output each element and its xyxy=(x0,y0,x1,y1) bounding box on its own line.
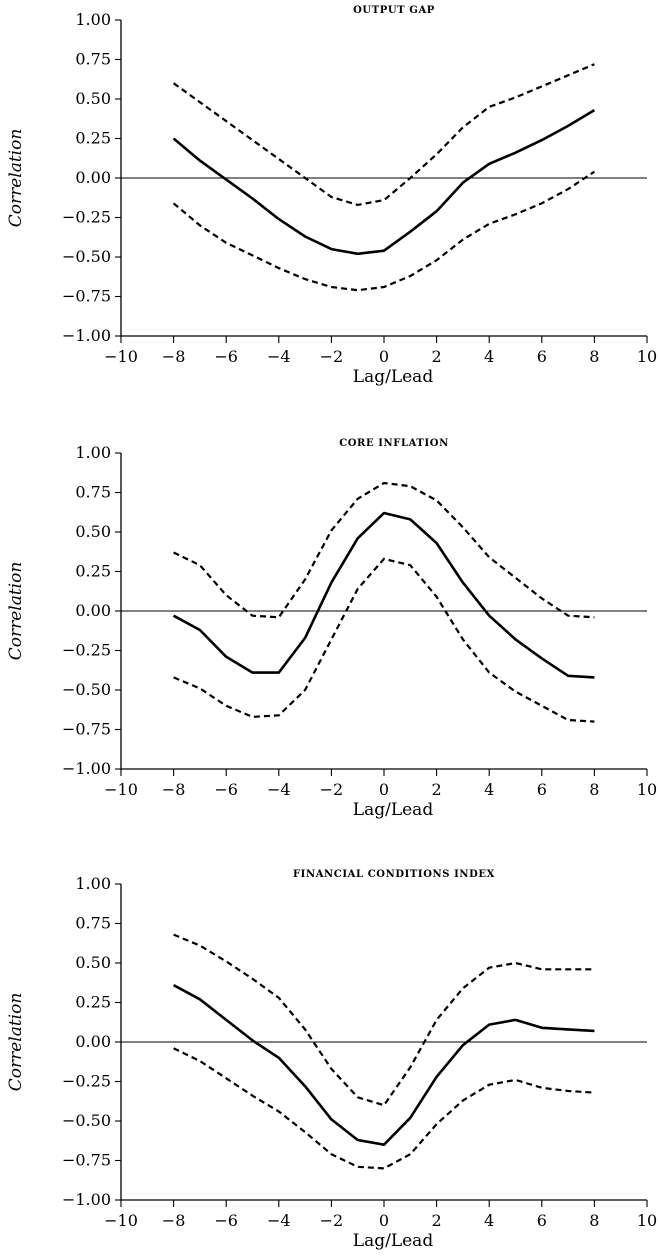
y-tick-label: −0.50 xyxy=(62,247,111,266)
x-axis-label: Lag/Lead xyxy=(353,367,434,387)
y-tick-label: −0.25 xyxy=(62,208,111,227)
y-tick-label: −0.25 xyxy=(62,641,111,660)
x-tick-label: −2 xyxy=(320,347,344,366)
x-tick-label: 6 xyxy=(537,780,547,799)
y-tick-label: 0.50 xyxy=(75,953,111,972)
y-tick-label: 0.50 xyxy=(75,89,111,108)
x-tick-label: −10 xyxy=(104,347,138,366)
chart-panel-1: OUTPUT GAP 1.00 0.75 0.50 0.25 0.00 −0.25 −0.50… xyxy=(6,5,657,387)
x-tick-label: 2 xyxy=(432,347,442,366)
chart-title: OUTPUT GAP xyxy=(353,5,435,16)
x-axis-label: Lag/Lead xyxy=(353,800,434,820)
y-tick-label: −1.00 xyxy=(62,759,111,778)
y-tick-label: 0.00 xyxy=(75,168,111,187)
y-tick-label: −0.75 xyxy=(62,287,111,306)
y-tick-label: 0.75 xyxy=(75,483,111,502)
correlation-line xyxy=(172,108,596,256)
x-tick-label: −2 xyxy=(320,1211,344,1230)
y-tick-label: 0.00 xyxy=(75,601,111,620)
x-tick-label: −8 xyxy=(162,780,186,799)
x-tick-label: 4 xyxy=(484,780,494,799)
y-axis-label: Correlation xyxy=(6,993,26,1092)
x-tick-label: 10 xyxy=(637,347,657,366)
upper-confidence-band xyxy=(173,933,595,1107)
x-tick-label: −6 xyxy=(214,347,238,366)
x-tick-label: 8 xyxy=(589,347,599,366)
x-tick-label: 2 xyxy=(432,1211,442,1230)
x-tick-label: 8 xyxy=(589,1211,599,1230)
y-tick-label: 0.75 xyxy=(75,914,111,933)
x-tick-label: 0 xyxy=(379,1211,389,1230)
x-tick-label: 10 xyxy=(637,1211,657,1230)
x-tick-label: 10 xyxy=(637,780,657,799)
chart-title: FINANCIAL CONDITIONS INDEX xyxy=(293,869,495,880)
x-tick-label: 6 xyxy=(537,1211,547,1230)
y-tick-label: 0.25 xyxy=(75,562,111,581)
correlation-line xyxy=(172,511,595,679)
x-tick-label: −4 xyxy=(267,1211,291,1230)
y-tick-label: 1.00 xyxy=(75,443,111,462)
lower-confidence-band xyxy=(172,170,596,292)
y-tick-label: 0.50 xyxy=(75,522,111,541)
x-tick-label: 6 xyxy=(537,347,547,366)
upper-confidence-band xyxy=(172,63,595,207)
x-tick-label: −8 xyxy=(162,1211,186,1230)
y-tick-label: 0.25 xyxy=(75,129,111,148)
x-tick-label: −10 xyxy=(104,1211,138,1230)
y-tick-label: −1.00 xyxy=(62,326,111,345)
x-tick-label: −4 xyxy=(267,347,291,366)
lower-confidence-band xyxy=(173,557,595,723)
x-tick-label: −4 xyxy=(267,780,291,799)
x-tick-label: 0 xyxy=(379,347,389,366)
x-tick-label: −6 xyxy=(214,1211,238,1230)
y-tick-label: −1.00 xyxy=(62,1190,111,1209)
chart-title: CORE INFLATION xyxy=(339,438,449,449)
y-axis-label: Correlation xyxy=(6,129,26,228)
x-tick-label: 4 xyxy=(484,347,494,366)
y-tick-label: 0.00 xyxy=(75,1032,111,1051)
y-tick-label: −0.75 xyxy=(62,720,111,739)
y-tick-label: 1.00 xyxy=(75,874,111,893)
y-tick-label: −0.25 xyxy=(62,1072,111,1091)
x-tick-label: −10 xyxy=(104,780,138,799)
x-tick-label: 8 xyxy=(589,780,599,799)
y-tick-label: 0.25 xyxy=(75,993,111,1012)
correlation-line xyxy=(172,983,595,1146)
y-tick-label: −0.50 xyxy=(62,680,111,699)
y-tick-label: 0.75 xyxy=(75,50,111,69)
x-tick-label: −6 xyxy=(214,780,238,799)
y-tick-label: −0.75 xyxy=(62,1151,111,1170)
chart-panel-3: FINANCIAL CONDITIONS INDEX 1.00 0.75 0.50 0.… xyxy=(6,869,657,1251)
x-tick-label: 2 xyxy=(432,780,442,799)
y-tick-label: −0.50 xyxy=(62,1111,111,1130)
y-tick-label: 1.00 xyxy=(75,10,111,29)
x-tick-label: 4 xyxy=(484,1211,494,1230)
lower-confidence-band xyxy=(173,1047,595,1170)
x-tick-label: −8 xyxy=(162,347,186,366)
y-axis-label: Correlation xyxy=(6,562,26,661)
x-tick-label: −2 xyxy=(320,780,344,799)
x-axis-label: Lag/Lead xyxy=(353,1231,434,1251)
upper-confidence-band xyxy=(173,481,595,619)
chart-panel-2: CORE INFLATION 1.00 0.75 0.50 0.25 0.00 −0.25 −… xyxy=(6,438,657,820)
x-tick-label: 0 xyxy=(379,780,389,799)
